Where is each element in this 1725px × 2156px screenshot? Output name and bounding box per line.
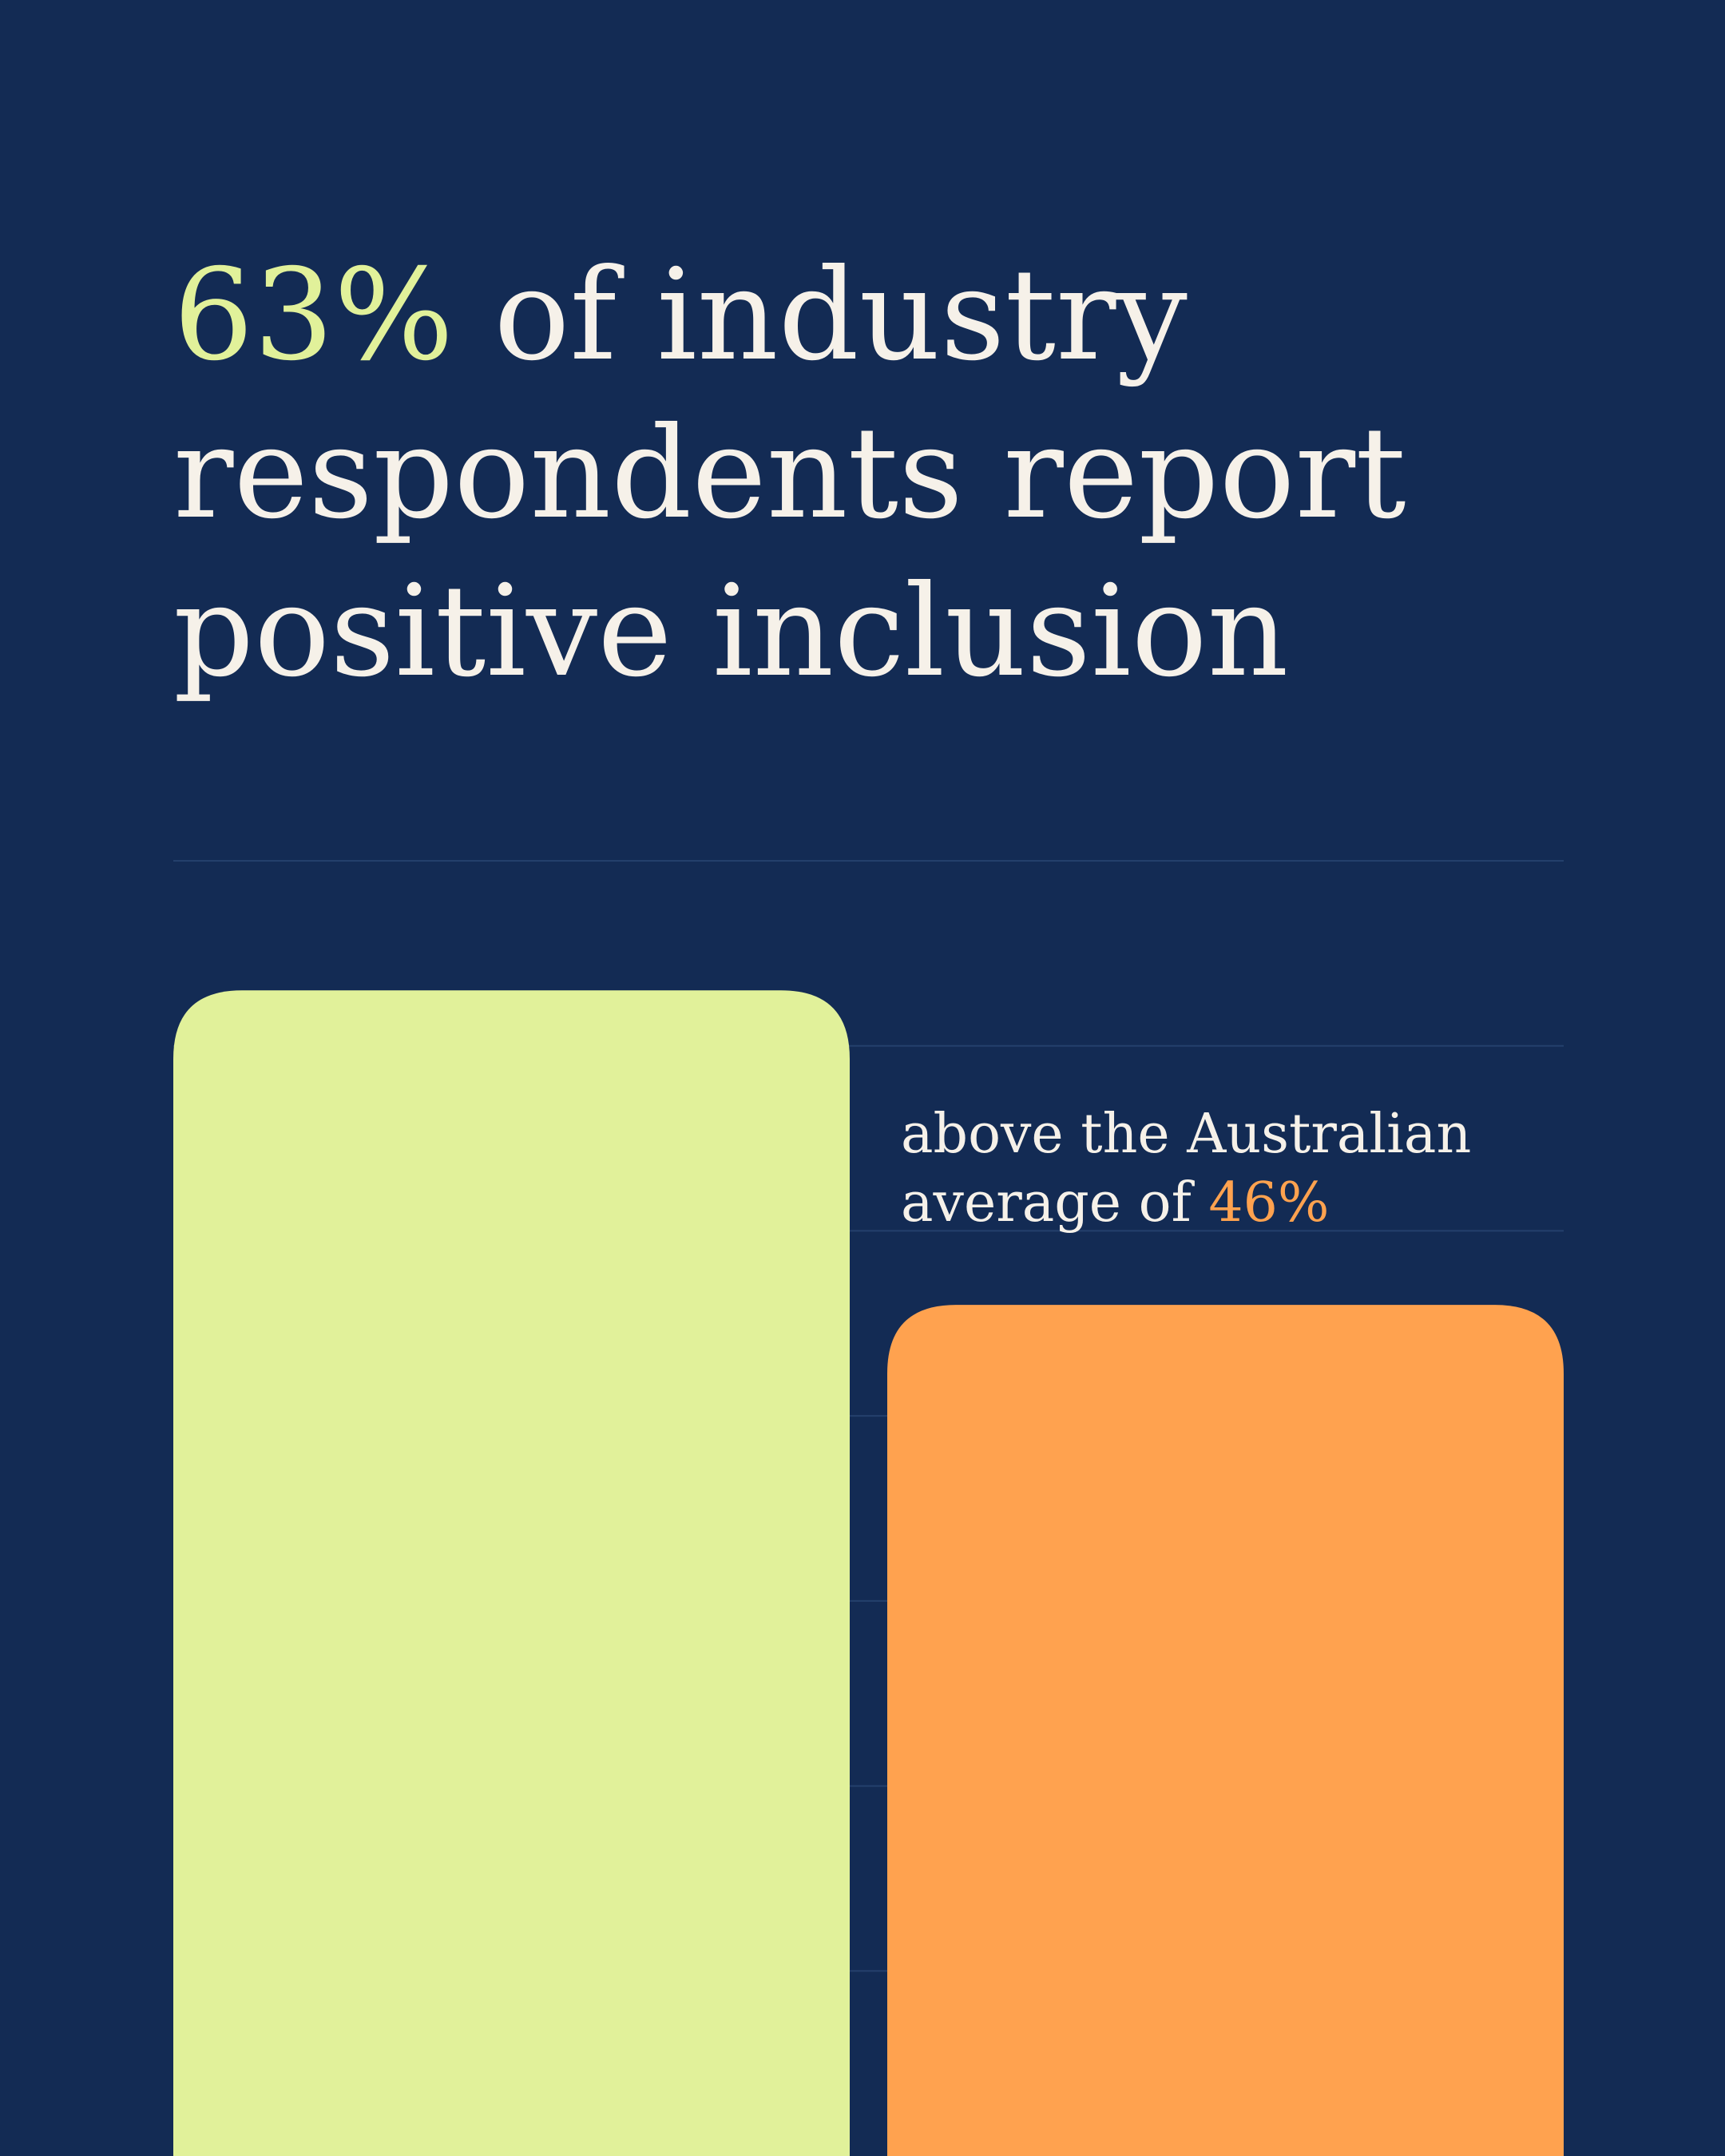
annotation-text: above the Australian average of — [901, 1103, 1472, 1235]
bar — [173, 990, 850, 2156]
highlight-value: 63% — [173, 242, 454, 389]
annotation: above the Australian average of 46% — [901, 1100, 1580, 1238]
chart-title: 63% of industry respondents report posit… — [173, 236, 1611, 711]
bar — [887, 1305, 1564, 2156]
title-text: of industry respondents report positive … — [173, 242, 1406, 705]
annotation-value: 46% — [1208, 1171, 1330, 1235]
